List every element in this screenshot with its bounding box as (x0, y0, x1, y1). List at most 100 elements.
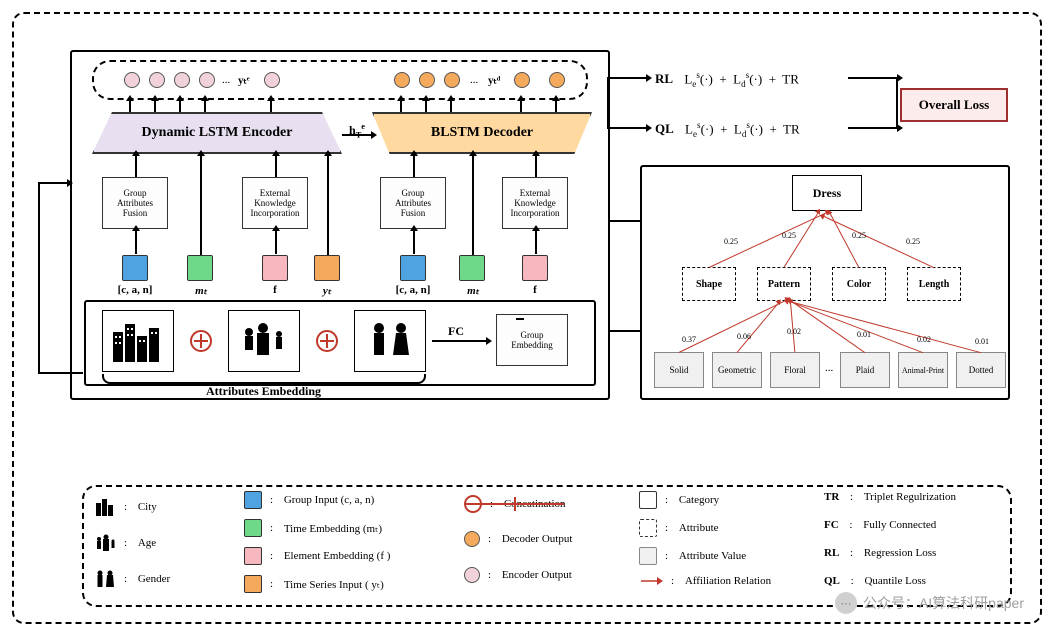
input-label-mt-2: mₜ (448, 284, 498, 297)
arrow-up (327, 155, 329, 255)
arrow-rl-to-overall (848, 77, 898, 79)
legend-encoder-output: : Encoder Output (464, 567, 572, 583)
arrow-up (129, 100, 131, 112)
arrow-to-rl (607, 77, 647, 79)
group-attributes-fusion-box: Group Attributes Fusion (102, 177, 168, 229)
model-architecture-box: ... yₜᵉ ... yₜᵈ Dynamic LSTM Encoder BLS… (70, 50, 610, 400)
connector (38, 182, 40, 372)
arrow-up (450, 100, 452, 112)
city-image-box (102, 310, 174, 372)
encoder-output-node (149, 72, 165, 88)
blstm-decoder: BLSTM Decoder (372, 112, 592, 154)
arrow-up (520, 100, 522, 112)
encoder-output-node (124, 72, 140, 88)
input-label-f: f (250, 284, 300, 296)
knowledge-graph-panel: Dress Shape Pattern Color Length 0.25 0.… (640, 165, 1010, 400)
kg-val-plaid: Plaid (840, 352, 890, 388)
arrow-up (275, 230, 277, 254)
wechat-icon: ⋯ (835, 592, 857, 614)
kg-edge (788, 300, 981, 353)
decoder-output-node (394, 72, 410, 88)
time-embedding-square-2 (459, 255, 485, 281)
legend-ql: QL : Quantile Loss (824, 575, 926, 587)
attributes-embedding-label: Attributes Embedding (206, 384, 321, 399)
age-image-box (228, 310, 300, 372)
kg-val-animalprint: Animal-Print (898, 352, 948, 388)
encoder-output-label: yₜᵉ (238, 74, 250, 87)
kg-weight: 0.06 (737, 332, 751, 341)
arrow-up (204, 100, 206, 112)
input-label-can-2: [c, a, n] (388, 284, 438, 296)
legend-time-embedding: : Time Embedding (mₜ) (244, 519, 382, 537)
group-embedding-box: Group Embedding (496, 314, 568, 366)
kg-weight: 0.02 (917, 335, 931, 344)
kg-weight: 0.25 (724, 237, 738, 246)
attributes-brace (102, 374, 426, 384)
legend-category: : Category (639, 491, 719, 509)
group-input-square-2 (400, 255, 426, 281)
element-embedding-square (262, 255, 288, 281)
group-attributes-fusion-box-2: Group Attributes Fusion (380, 177, 446, 229)
arrow-up (413, 230, 415, 254)
legend-fc: FC : Fully Connected (824, 519, 936, 531)
rl-loss-line: RL Les(·) + Lds(·) + TR (655, 70, 799, 89)
encoder-output-node (199, 72, 215, 88)
arrow-up (200, 155, 202, 255)
connector-to-kg (610, 220, 640, 222)
legend-rl: RL : Regression Loss (824, 547, 936, 559)
arrow-up (400, 100, 402, 112)
kg-edge (679, 299, 787, 353)
input-label-can: [c, a, n] (110, 284, 160, 296)
kg-attr-color: Color (832, 267, 886, 301)
connector-to-kg (610, 330, 640, 332)
kg-weight: 0.25 (782, 231, 796, 240)
legend-affiliation: : Affiliation Relation (639, 575, 771, 587)
arrow-up (154, 100, 156, 112)
hidden-state-label: hTe (349, 122, 365, 139)
kg-val-solid: Solid (654, 352, 704, 388)
ellipsis: ... (470, 74, 478, 86)
arrow-up (472, 155, 474, 255)
element-embedding-square-2 (522, 255, 548, 281)
arrow-up (535, 155, 537, 177)
connector (516, 318, 524, 320)
legend-element-embedding: : Element Embedding (f ) (244, 547, 390, 565)
arrow-up (135, 155, 137, 177)
arrow-up (555, 100, 557, 112)
legend-concat: : Concatination (464, 495, 566, 513)
kg-weight: 0.01 (975, 337, 989, 346)
ql-loss-line: QL Les(·) + Lds(·) + TR (655, 120, 800, 139)
kg-edge (783, 212, 818, 268)
gender-image-box (354, 310, 426, 372)
encoder-output-node (264, 72, 280, 88)
arrow-up (135, 230, 137, 254)
decoder-output-node (419, 72, 435, 88)
connector (38, 372, 83, 374)
kg-val-floral: Floral (770, 352, 820, 388)
legend-group-input: : Group Input (c, a, n) (244, 491, 374, 509)
kg-attr-shape: Shape (682, 267, 736, 301)
encoder-output-node (174, 72, 190, 88)
concat-icon (190, 330, 212, 352)
legend-age: : Age (94, 533, 156, 553)
arrow-ql-to-overall (848, 127, 898, 129)
kg-weight: 0.25 (852, 231, 866, 240)
decoder-output-node (514, 72, 530, 88)
kg-val-dotted: Dotted (956, 352, 1006, 388)
legend-decoder-output: : Decoder Output (464, 531, 572, 547)
input-label-f-2: f (510, 284, 560, 296)
legend-panel: : City : Age : Gender : Group Input (c, … (82, 485, 1012, 607)
legend-attribute-value: : Attribute Value (639, 547, 746, 565)
connector (896, 77, 898, 129)
connector (607, 77, 609, 127)
ellipsis: ... (222, 74, 230, 86)
arrow-encoder-to-decoder (342, 134, 372, 136)
dynamic-lstm-encoder: Dynamic LSTM Encoder (92, 112, 342, 154)
time-series-input-square (314, 255, 340, 281)
kg-weight: 0.37 (682, 335, 696, 344)
arrow-up (413, 155, 415, 177)
arrow-fc (432, 340, 487, 342)
arrow-up (425, 100, 427, 112)
kg-weight: 0.25 (906, 237, 920, 246)
arrow-up (275, 155, 277, 177)
